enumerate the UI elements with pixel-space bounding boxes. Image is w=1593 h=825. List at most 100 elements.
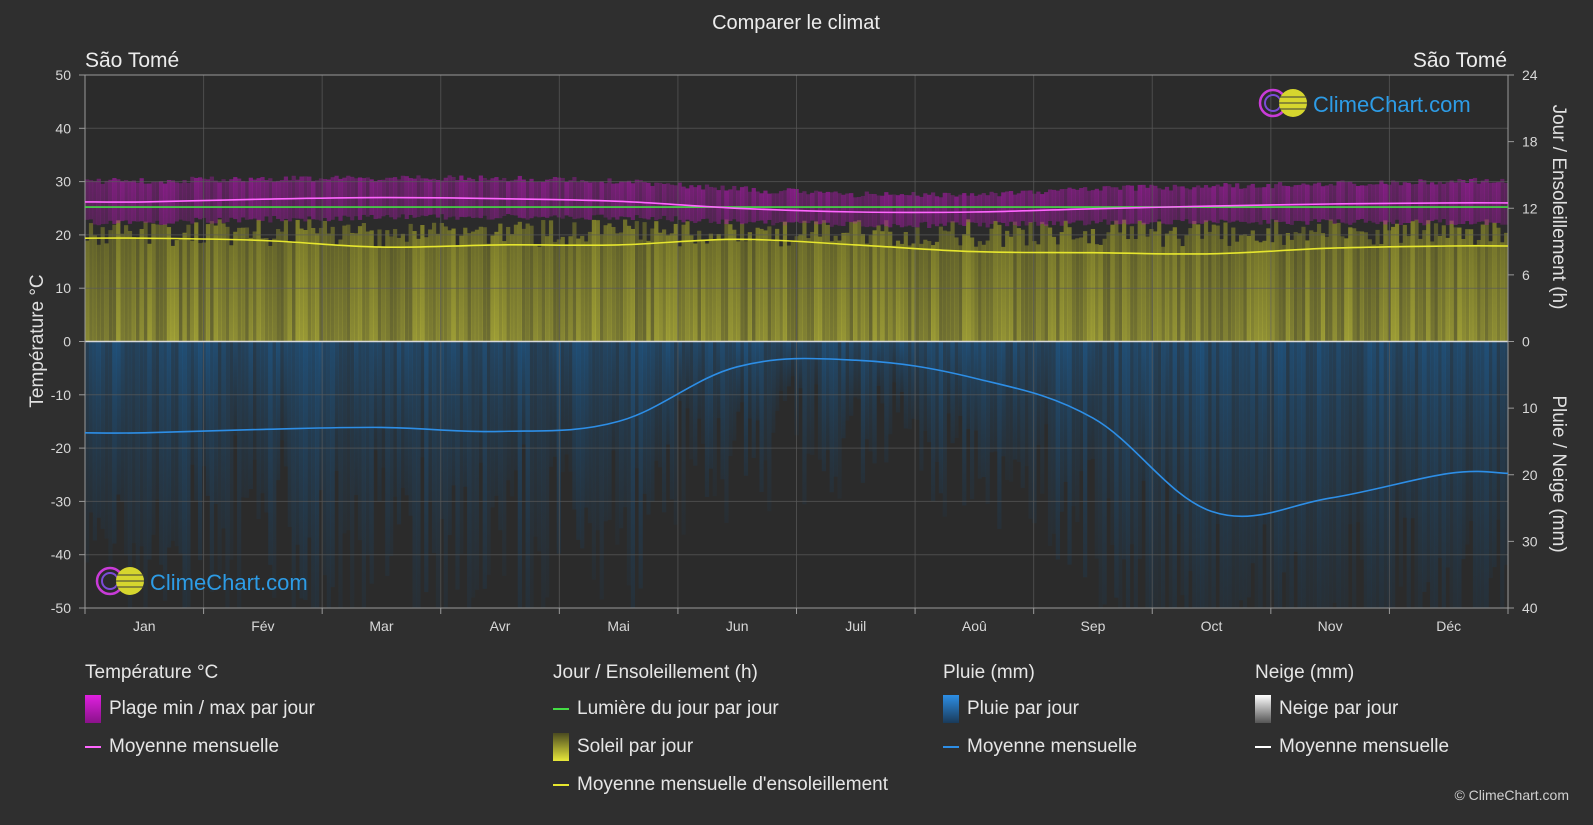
temp-range-bar [872, 193, 877, 228]
rain-bar [209, 341, 214, 592]
temp-range-bar [486, 179, 491, 220]
rain-bar [619, 341, 624, 529]
rain-bar [474, 341, 480, 590]
temp-range-bar [1129, 185, 1135, 224]
temp-range-bar [1196, 185, 1201, 224]
rain-bar [194, 341, 199, 501]
sunshine-bar [548, 220, 554, 342]
sunshine-bar [732, 229, 737, 342]
rain-bar [1227, 341, 1232, 608]
sunshine-bar [178, 238, 183, 342]
temp-range-bar [1219, 186, 1224, 220]
temp-range-bar [853, 197, 858, 224]
rain-bar [841, 341, 846, 439]
sunshine-bar [1110, 224, 1115, 342]
sunshine-bar [162, 224, 168, 342]
rain-bar [1426, 341, 1431, 583]
rain-bar [428, 341, 433, 502]
sunshine-bar [634, 221, 639, 342]
sunshine-bar [611, 227, 616, 342]
rain-bar [1145, 341, 1150, 608]
temp-range-bar [1320, 186, 1326, 220]
sunshine-bar [1344, 238, 1349, 342]
sunshine-bar [537, 246, 542, 342]
sunshine-bar [1457, 227, 1462, 342]
sunshine-bar [463, 227, 468, 342]
sunshine-bar [1371, 244, 1376, 342]
rain-bar [1137, 341, 1142, 559]
rain-bar [938, 341, 943, 494]
legend: Température °C Plage min / max par jour … [0, 660, 1593, 810]
rain-bar [381, 341, 386, 468]
temp-range-bar [775, 193, 780, 224]
sunshine-bar [1133, 239, 1138, 342]
sunshine-bar [233, 231, 238, 342]
temp-range-bar [888, 194, 893, 228]
rain-bar [685, 341, 690, 409]
rain-bar [1281, 341, 1287, 573]
rain-bar [778, 341, 784, 391]
sunshine-bar [467, 233, 472, 342]
sunshine-bar [1445, 237, 1450, 342]
y-left-tick-label: 50 [55, 67, 71, 83]
rain-bar [217, 341, 222, 582]
sunshine-bar [1196, 224, 1201, 342]
temp-range-bar [1071, 188, 1076, 223]
sunshine-bar [556, 239, 561, 342]
temp-range-bar [139, 178, 144, 222]
rain-bar [463, 341, 468, 487]
temp-range-bar [85, 179, 90, 220]
y-left-tick-label: 40 [55, 120, 71, 136]
rain-bar [981, 341, 986, 478]
rain-bar [1332, 341, 1337, 603]
temp-range-bar [860, 195, 866, 227]
rain-bar [642, 341, 647, 494]
rain-bar [1133, 341, 1138, 608]
sunshine-bar [806, 238, 811, 342]
sunshine-bar [1125, 239, 1131, 342]
rain-bar [486, 341, 491, 575]
rain-bar [607, 341, 612, 520]
legend-item-sunshine: Soleil par jour [553, 728, 888, 766]
temp-range-bar [704, 184, 710, 219]
sunshine-bar [1422, 230, 1427, 342]
rain-bar [973, 341, 979, 431]
rain-bar [798, 341, 803, 389]
sunshine-bar [1083, 231, 1088, 342]
sunshine-bar [357, 226, 363, 342]
sunshine-bar [1106, 232, 1111, 342]
sunshine-bar [697, 230, 702, 342]
sunshine-bar [724, 219, 729, 342]
temp-range-bar [638, 180, 643, 218]
rain-bar [946, 341, 951, 414]
rain-bar [911, 341, 916, 419]
sunshine-bar [778, 246, 784, 342]
sunshine-bar [1383, 220, 1388, 342]
sunshine-bar [1472, 244, 1478, 342]
temp-range-bar [1044, 192, 1049, 226]
sunshine-bar [1028, 222, 1033, 342]
copyright: © ClimeChart.com [1454, 787, 1569, 803]
temp-range-bar [162, 183, 168, 225]
temp-range-bar [1500, 178, 1505, 225]
sunshine-bar [1492, 222, 1497, 342]
sunshine-bar [1316, 223, 1322, 342]
temp-range-bar [552, 177, 558, 216]
rain-bar [443, 341, 448, 608]
rain-bar [568, 341, 573, 472]
temp-range-bar [1083, 187, 1088, 226]
temp-range-bar [927, 194, 932, 228]
sunshine-bar [1461, 238, 1466, 342]
temp-range-bar [1063, 188, 1068, 222]
temp-range-bar [291, 175, 296, 219]
rain-bar [1067, 341, 1072, 565]
sunshine-bar [1118, 232, 1123, 342]
rain-bar [1200, 341, 1205, 608]
sunshine-bar [1020, 229, 1025, 342]
rain-bar [802, 341, 807, 505]
sunshine-bar [166, 227, 172, 342]
sunshine-bar [1067, 227, 1072, 342]
sunshine-bar [1352, 228, 1357, 342]
rain-bar [1180, 341, 1185, 596]
temp-range-bar [1040, 194, 1045, 224]
